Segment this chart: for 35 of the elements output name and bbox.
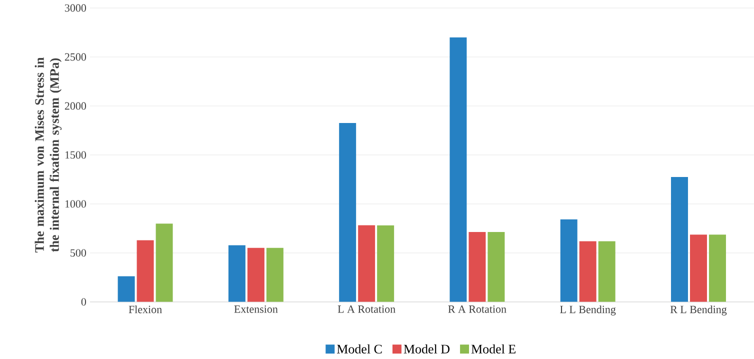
bar (579, 241, 596, 302)
bar (690, 234, 707, 302)
bar (266, 248, 284, 302)
legend-label: Model C (337, 344, 382, 354)
bar (488, 232, 505, 302)
bar (247, 248, 264, 302)
bar (358, 225, 376, 302)
bar (560, 219, 578, 302)
x-tick-label: R L Bending (670, 306, 727, 316)
bar (708, 234, 726, 302)
x-tick-label: Extension (234, 306, 278, 313)
legend-label: Model D (404, 344, 450, 354)
bar (156, 224, 173, 302)
y-tick-label: 1000 (65, 200, 86, 208)
y-tick-label: 2500 (64, 53, 86, 61)
bar (670, 177, 688, 302)
bar (118, 276, 135, 302)
bar (598, 241, 616, 302)
bar (228, 245, 246, 302)
y-tick-label: 500 (70, 249, 86, 257)
bar (450, 37, 467, 302)
x-tick-label: Flexion (128, 306, 162, 314)
y-tick-label: 2000 (64, 102, 86, 110)
y-tick-label: 1500 (65, 151, 86, 159)
x-tick-label: R A Rotation (448, 306, 506, 313)
legend-label: Model E (471, 344, 516, 354)
bar (468, 232, 486, 302)
x-tick-label: L A Rotation (338, 306, 396, 313)
y-axis-title: The maximum von Mises Stress in the internal fixation system (MPa) (34, 58, 62, 253)
bar (377, 225, 394, 302)
y-tick-label: 0 (81, 298, 86, 306)
bar (136, 240, 154, 302)
bar (339, 123, 356, 302)
x-tick-label: L L Bending (560, 306, 616, 316)
y-tick-label: 3000 (64, 4, 86, 12)
